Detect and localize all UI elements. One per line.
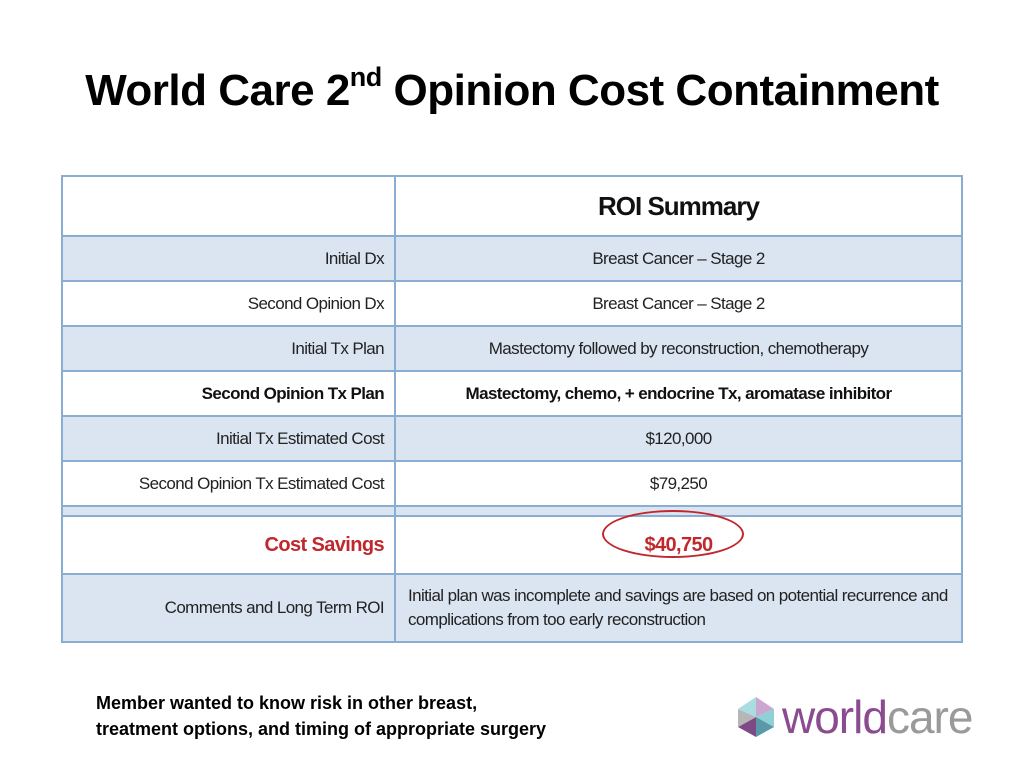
row-label: Initial Tx Plan (63, 327, 396, 370)
row-value: $120,000 (645, 428, 712, 448)
table-row-cost-savings: Cost Savings $40,750 (63, 509, 961, 575)
table-header-row: ROI Summary (63, 177, 961, 237)
row-label: Second Opinion Dx (63, 282, 396, 325)
table-row-second-opinion-dx: Second Opinion Dx Breast Cancer – Stage … (63, 282, 961, 327)
row-label: Second Opinion Tx Plan (63, 372, 396, 415)
roi-summary-heading: ROI Summary (598, 190, 760, 221)
table-row-second-opinion-tx-cost: Second Opinion Tx Estimated Cost $79,250 (63, 462, 961, 507)
row-value: $79,250 (649, 473, 708, 493)
row-value: Breast Cancer – Stage 2 (592, 248, 765, 268)
table-row-initial-tx-plan: Initial Tx Plan Mastectomy followed by r… (63, 327, 961, 372)
row-value: Breast Cancer – Stage 2 (592, 293, 765, 313)
spacer-left-cell (63, 507, 396, 515)
worldcare-logo: worldcare (734, 691, 973, 743)
row-value: Mastectomy, chemo, + endocrine Tx, aroma… (465, 383, 893, 403)
header-empty-cell (63, 177, 396, 235)
worldcare-logo-icon (734, 695, 778, 739)
cost-savings-cell: $40,750 (396, 509, 961, 573)
page-title: World Care 2nd Opinion Cost Containment (0, 62, 1024, 116)
member-note: Member wanted to know risk in other brea… (96, 693, 547, 739)
row-label: Initial Tx Estimated Cost (63, 417, 396, 460)
comments-label: Comments and Long Term ROI (63, 575, 396, 641)
table-row-initial-dx: Initial Dx Breast Cancer – Stage 2 (63, 237, 961, 282)
highlight-oval (602, 509, 745, 558)
title-superscript: nd (349, 62, 383, 92)
title-text-main: World Care 2 (85, 66, 350, 115)
logo-text-world: world (782, 691, 888, 743)
roi-summary-table: ROI Summary Initial Dx Breast Cancer – S… (61, 175, 963, 643)
comments-value: Initial plan was incomplete and savings … (408, 586, 948, 629)
row-label: Second Opinion Tx Estimated Cost (63, 462, 396, 505)
row-value: Mastectomy followed by reconstruction, c… (488, 338, 869, 358)
worldcare-wordmark: worldcare (782, 691, 973, 743)
cost-savings-value-wrap: $40,750 (602, 509, 745, 558)
row-label: Initial Dx (63, 237, 396, 280)
table-row-second-opinion-tx-plan: Second Opinion Tx Plan Mastectomy, chemo… (63, 372, 961, 417)
title-text-rest: Opinion Cost Containment (381, 66, 940, 115)
table-row-initial-tx-cost: Initial Tx Estimated Cost $120,000 (63, 417, 961, 462)
table-row-comments: Comments and Long Term ROI Initial plan … (63, 575, 961, 641)
cost-savings-label: Cost Savings (63, 517, 396, 573)
table-spacer-row (63, 507, 961, 517)
logo-text-care: care (886, 691, 973, 743)
